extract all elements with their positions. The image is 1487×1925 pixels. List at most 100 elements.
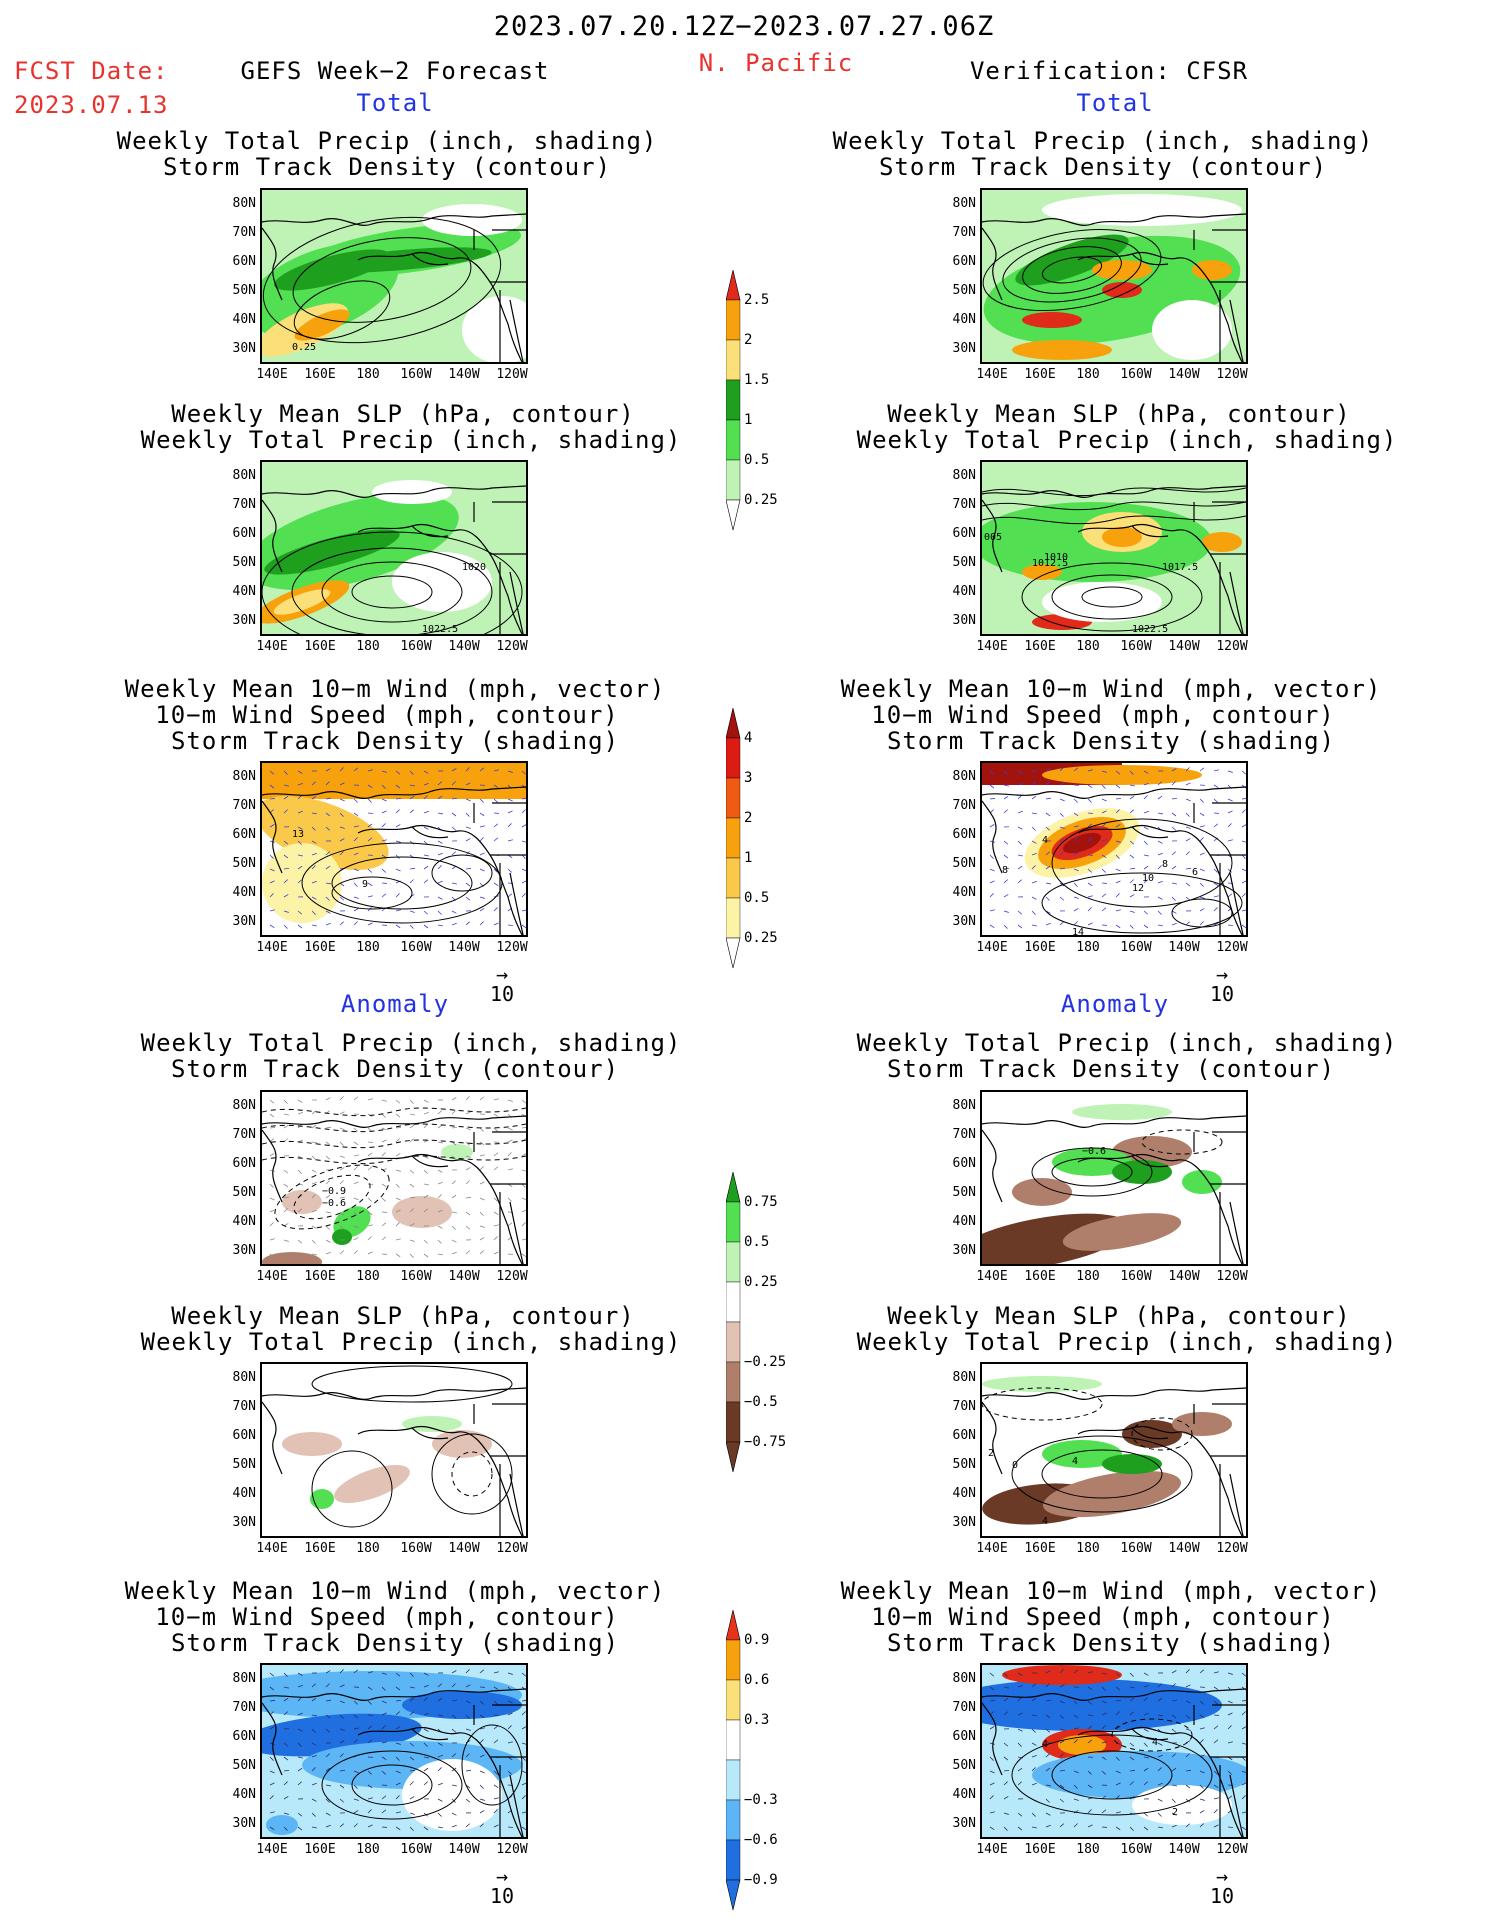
title-fcst-precip-anom-1: Weekly Total Precip (inch, shading) [140,1029,682,1057]
shade-region [402,1691,522,1719]
lat-tick-label: 30N [232,1243,256,1258]
forecast-title: GEFS Week−2 Forecast [240,57,550,85]
section-anomaly-left: Anomaly [340,990,450,1018]
lat-tick-label: 70N [232,798,256,813]
vector-arrow-icon: → [1215,1864,1229,1888]
shade-region [422,204,522,236]
coastline [982,1387,1246,1536]
vector-reference-value: 10 [1209,1884,1235,1908]
lat-tick-label: 60N [232,1156,256,1171]
lat-tick-label: 60N [232,526,256,541]
colorbar-segment [725,737,741,779]
map-forecast-wind-anomaly [260,1663,528,1839]
shade-region [441,1144,473,1160]
lat-tick-label: 60N [952,526,976,541]
lon-tick-label: 160W [400,1842,432,1857]
lon-tick-label: 140E [256,367,288,382]
contour-label: 4 [1042,1516,1048,1527]
lat-tick-label: 60N [952,1428,976,1443]
shade-region [273,589,331,615]
shade-region [282,1432,342,1456]
contour-label: 4 [1152,1737,1158,1748]
colorbar-segment [725,339,741,381]
shade-region [1042,194,1242,226]
shade-region [262,796,389,870]
colorbar-segment [725,1401,741,1443]
title-fcst-wind-anom-2: 10−m Wind Speed (mph, contour) [155,1603,619,1631]
lat-tick-label: 50N [952,283,976,298]
contour-lines [982,228,1162,312]
lat-tick-label: 70N [952,225,976,240]
lat-tick-label: 50N [952,1758,976,1773]
contour-lines [1141,1129,1223,1155]
colorbar-segment [725,1839,741,1881]
lon-tick-label: 180 [356,639,380,654]
shade-region [1042,1440,1122,1468]
title-fcst-precip-total-2: Storm Track Density (contour) [162,153,612,181]
title-ver-precip-anom-2: Storm Track Density (contour) [886,1055,1336,1083]
lon-tick-label: 140W [448,639,480,654]
lat-tick-label: 80N [952,1370,976,1385]
lat-tick-label: 80N [952,196,976,211]
coastline [982,485,1246,634]
colorbar-arrow [725,269,741,301]
colorbar-label: 0.5 [744,1234,769,1250]
lon-tick-label: 140E [976,639,1008,654]
lat-tick-label: 80N [952,1671,976,1686]
contour-lines [1011,1435,1193,1513]
contour-label: 4 [1042,1739,1048,1750]
colorbar-label: −0.25 [744,1354,786,1370]
lon-tick-label: 140W [448,1269,480,1284]
colorbar-arrow [725,1441,741,1473]
shade-region [1202,532,1242,552]
title-ver-slp-total-1: Weekly Mean SLP (hPa, contour) [887,400,1351,428]
lat-tick-label: 80N [232,769,256,784]
colorbar-segment [725,299,741,341]
lon-tick-label: 180 [1076,1842,1100,1857]
lat-tick-label: 80N [952,1098,976,1113]
shade-region [1102,1454,1162,1474]
coastline [982,213,1246,362]
lon-tick-label: 140E [976,1842,1008,1857]
lat-tick-label: 30N [952,341,976,356]
colorbar-label: 0.9 [744,1632,769,1648]
title-ver-wind-anom-1: Weekly Mean 10−m Wind (mph, vector) [840,1577,1382,1605]
lon-tick-label: 160E [1024,639,1056,654]
contour-label: 4 [1042,835,1048,846]
coastline [262,786,526,935]
lon-tick-label: 120W [1216,639,1248,654]
contour-lines [301,842,503,924]
vector-reference-fcst-total: → 10 [490,964,514,1004]
shade-region [1042,582,1162,622]
title-fcst-slp-anom-2: Weekly Total Precip (inch, shading) [140,1328,682,1356]
lat-tick-label: 80N [232,1098,256,1113]
lon-tick-label: 140W [1168,940,1200,955]
shade-region [310,1489,334,1509]
lon-tick-label: 120W [1216,940,1248,955]
colorbar-arrow [725,937,741,969]
lon-tick-label: 160E [304,1269,336,1284]
lon-tick-label: 120W [1216,1842,1248,1857]
lat-tick-label: 60N [232,827,256,842]
coastline [982,786,1246,935]
vector-arrow-icon: → [495,1864,509,1888]
lat-tick-label: 30N [232,1515,256,1530]
colorbar-label: 3 [744,770,752,786]
lat-tick-label: 50N [232,283,256,298]
contour-label: 0.25 [292,342,316,353]
colorbar-arrow [725,1879,741,1911]
title-fcst-precip-anom-2: Storm Track Density (contour) [170,1055,620,1083]
lat-tick-label: 70N [952,497,976,512]
title-fcst-slp-total-2: Weekly Total Precip (inch, shading) [140,426,682,454]
shade-region [264,529,400,575]
vector-reference-ver-anom: → 10 [1210,1866,1234,1906]
contour-label: 1022.5 [1132,624,1168,634]
contour-label: 6 [1192,867,1198,878]
coastline [262,1115,526,1264]
lon-tick-label: 160W [400,1541,432,1556]
title-fcst-wind-total-2: 10−m Wind Speed (mph, contour) [155,701,619,729]
shade-region [1172,1412,1232,1436]
colorbar-label: 2.5 [744,292,769,308]
lon-tick-label: 160W [400,367,432,382]
lon-tick-label: 160W [400,639,432,654]
